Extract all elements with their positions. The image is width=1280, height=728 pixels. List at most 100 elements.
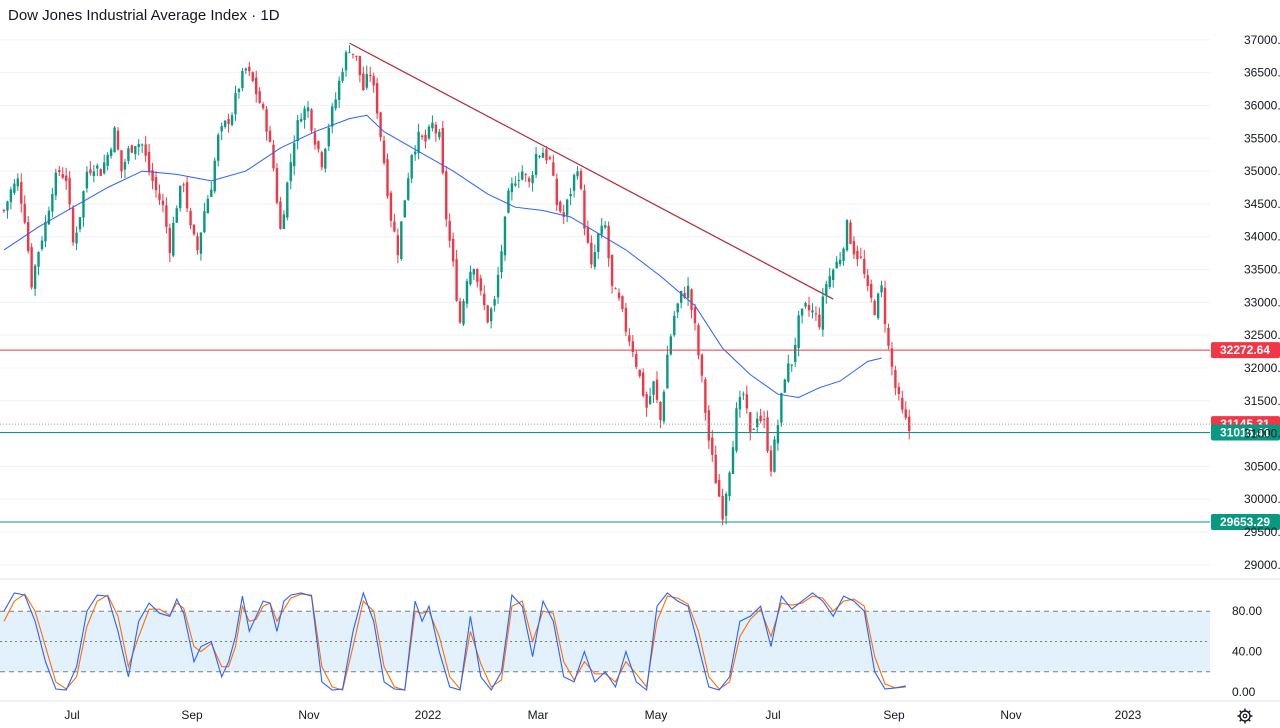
price-level-tag xyxy=(1211,424,1280,441)
stochastic-d-line xyxy=(3,593,906,691)
time-tick-label: 2022 xyxy=(415,708,442,722)
price-level-tag xyxy=(1211,342,1280,359)
stochastic-tick-label: 0.00 xyxy=(1232,685,1256,699)
candle-body xyxy=(341,71,344,81)
candle-body xyxy=(282,214,286,230)
candle-body xyxy=(417,131,420,154)
candles-layer xyxy=(2,45,911,526)
candle-body xyxy=(579,170,583,189)
candle-body xyxy=(192,224,196,235)
candle-body xyxy=(175,208,178,223)
candle-body xyxy=(168,227,172,254)
candle-body xyxy=(324,148,327,169)
candle-body xyxy=(890,348,894,367)
candle-body xyxy=(500,251,503,273)
stochastic-tick-label: 40.00 xyxy=(1232,645,1262,659)
candle-body xyxy=(559,201,562,212)
candle-body xyxy=(617,292,621,299)
candle-body xyxy=(355,55,358,57)
candle-body xyxy=(185,182,189,209)
candle-body xyxy=(331,106,334,127)
candle-body xyxy=(610,254,614,286)
descending-trendline xyxy=(349,42,834,300)
candle-body xyxy=(68,178,71,205)
candle-body xyxy=(852,241,856,255)
price-tick-label: 35000.00 xyxy=(1244,164,1280,178)
candle-body xyxy=(628,335,631,342)
candle-body xyxy=(562,212,565,217)
candle-body xyxy=(866,275,869,287)
time-axis[interactable]: Jul Sep Nov 2022 Mar May Jul Sep Nov 2023 xyxy=(64,708,1141,722)
candle-body xyxy=(624,308,628,332)
candle-body xyxy=(873,300,876,316)
candle-body xyxy=(334,99,337,109)
candle-body xyxy=(445,171,448,220)
candle-body xyxy=(517,179,520,181)
candle-body xyxy=(887,327,890,346)
candle-body xyxy=(424,134,427,142)
candle-body xyxy=(217,134,220,161)
candle-body xyxy=(241,70,244,89)
candle-body xyxy=(524,174,527,176)
stochastic-pane[interactable]: 80.00 40.00 0.00 xyxy=(0,591,1280,702)
time-tick-label: Nov xyxy=(1000,708,1021,722)
price-tick-label: 29000.00 xyxy=(1244,558,1280,572)
candle-body xyxy=(244,68,248,71)
candle-body xyxy=(655,379,659,400)
candle-body xyxy=(403,200,406,218)
candle-body xyxy=(493,299,496,306)
gear-icon[interactable] xyxy=(1237,708,1253,724)
candle-body xyxy=(576,171,579,177)
candle-body xyxy=(71,208,75,243)
candle-body xyxy=(379,112,382,138)
candle-body xyxy=(659,402,662,421)
candle-body xyxy=(707,410,711,441)
price-axis[interactable]: 37000.00 36500.00 36000.00 35500.00 35000.00… xyxy=(1244,33,1280,572)
candle-body xyxy=(438,131,441,138)
candle-body xyxy=(20,182,23,204)
candle-body xyxy=(800,308,804,316)
candle-body xyxy=(600,225,603,235)
candle-body xyxy=(213,160,216,192)
candle-body xyxy=(776,424,780,444)
candle-body xyxy=(586,226,590,243)
candle-body xyxy=(286,182,289,218)
candle-body xyxy=(251,72,254,81)
candle-body xyxy=(144,144,147,156)
candle-body xyxy=(99,169,102,176)
candle-body xyxy=(23,204,26,223)
candle-body xyxy=(130,145,134,153)
candle-body xyxy=(483,293,486,306)
candle-body xyxy=(47,210,51,225)
candle-body xyxy=(783,379,787,393)
price-level-label: 29653.29 xyxy=(1220,515,1270,529)
candle-body xyxy=(410,154,413,179)
candle-body xyxy=(258,91,261,103)
candle-body xyxy=(773,439,776,472)
ma-layer xyxy=(3,114,882,399)
candle-body xyxy=(210,189,213,197)
candle-body xyxy=(248,66,251,72)
candle-body xyxy=(451,238,455,262)
moving-average-line xyxy=(3,114,882,399)
candle-body xyxy=(673,315,676,336)
candle-body xyxy=(362,73,365,91)
candle-body xyxy=(365,74,368,88)
candle-body xyxy=(894,369,897,388)
candle-body xyxy=(745,394,749,409)
time-tick-label: Mar xyxy=(528,708,549,722)
candle-body xyxy=(427,126,431,139)
stochastic-tick-label: 80.00 xyxy=(1232,604,1262,618)
candle-body xyxy=(607,225,610,259)
candle-body xyxy=(220,126,223,132)
candle-body xyxy=(54,172,58,196)
candle-body xyxy=(752,429,755,431)
candle-body xyxy=(838,259,842,265)
candle-body xyxy=(26,222,30,252)
candle-body xyxy=(479,278,482,291)
candle-body xyxy=(96,165,99,169)
candle-body xyxy=(337,80,341,100)
candle-body xyxy=(161,200,165,205)
candle-body xyxy=(261,104,265,109)
